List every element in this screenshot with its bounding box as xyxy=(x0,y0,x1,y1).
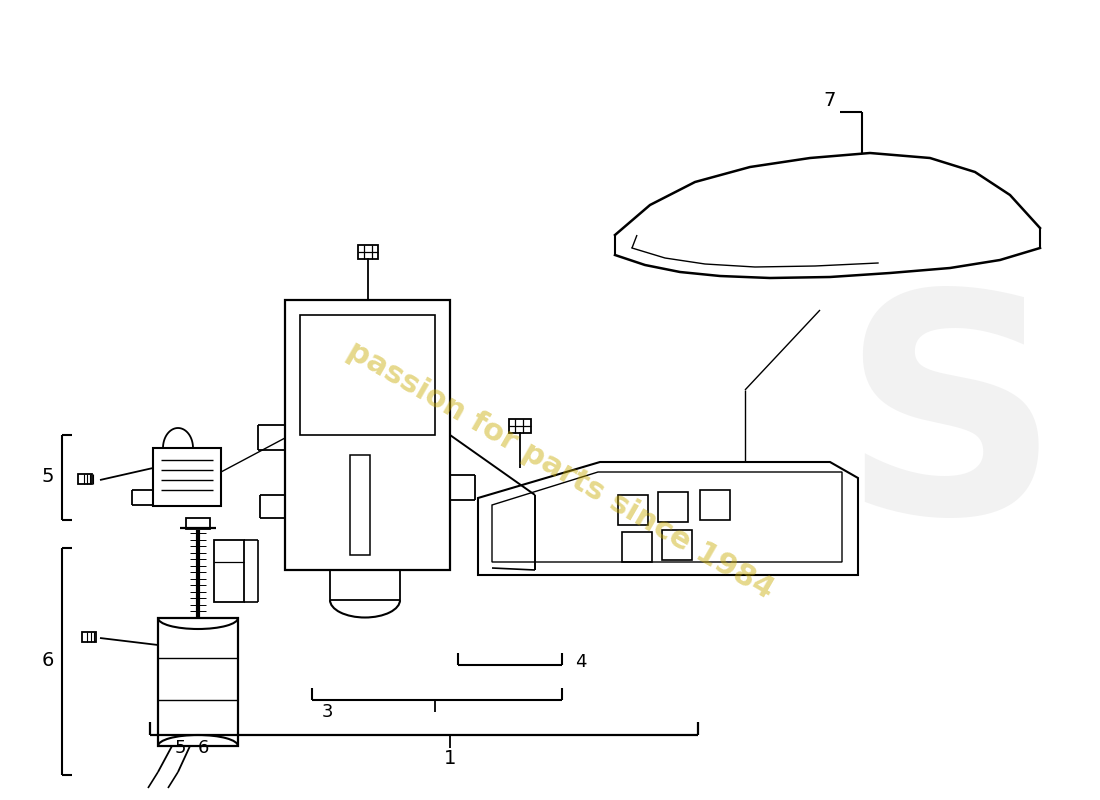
Bar xyxy=(186,518,210,529)
Text: 1: 1 xyxy=(443,749,456,767)
Bar xyxy=(509,419,531,433)
Bar xyxy=(658,492,688,522)
Text: 3: 3 xyxy=(322,703,333,721)
Bar xyxy=(78,474,92,484)
Text: 6: 6 xyxy=(42,650,54,670)
Bar xyxy=(662,530,692,560)
Bar xyxy=(300,315,434,435)
Bar xyxy=(700,490,730,520)
Bar xyxy=(350,455,370,555)
Text: 5  6: 5 6 xyxy=(175,739,209,757)
Bar xyxy=(158,618,238,746)
Bar xyxy=(621,532,652,562)
Bar xyxy=(214,540,244,602)
Bar xyxy=(82,632,96,642)
Text: 7: 7 xyxy=(824,90,836,110)
Text: 4: 4 xyxy=(575,653,586,671)
Text: passion for parts since 1984: passion for parts since 1984 xyxy=(342,335,779,605)
Bar xyxy=(618,495,648,525)
Text: 5: 5 xyxy=(42,467,54,486)
Text: S: S xyxy=(840,282,1060,578)
Bar xyxy=(285,300,450,570)
Bar xyxy=(153,448,221,506)
Bar xyxy=(358,245,378,259)
